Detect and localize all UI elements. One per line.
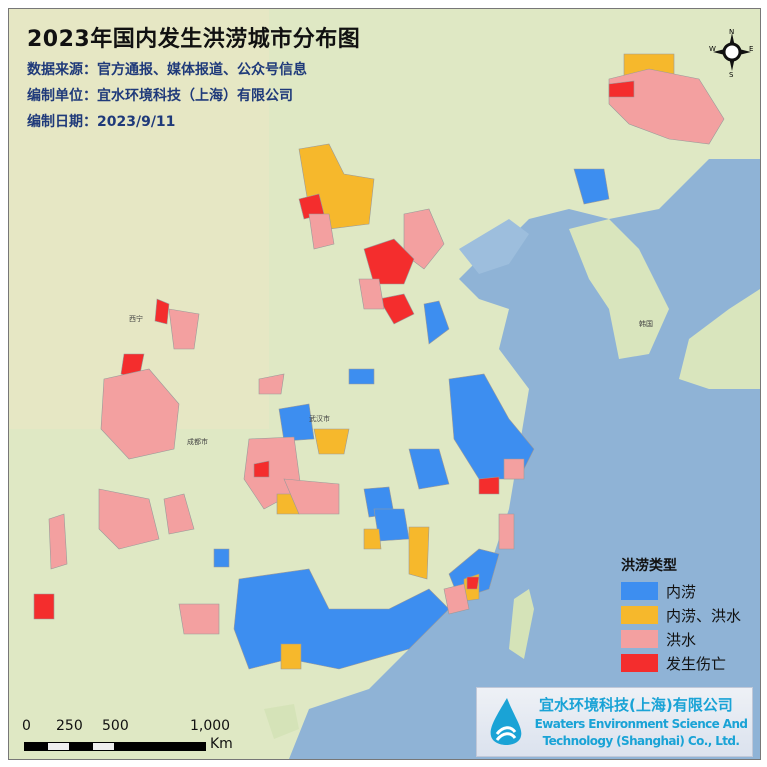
legend-label: 洪水 xyxy=(666,630,697,649)
flood-city-region[interactable] xyxy=(163,493,195,535)
legend-title: 洪涝类型 xyxy=(621,558,677,574)
title-block: 2023年国内发生洪涝城市分布图 数据来源：官方通报、媒体报道、公众号信息 编制… xyxy=(27,21,360,131)
legend-swatch xyxy=(621,630,658,648)
flood-city-region[interactable] xyxy=(403,208,445,270)
compile-date: 编制日期：2023/9/11 xyxy=(27,114,176,130)
scale-tick: 1,000 xyxy=(190,718,231,734)
legend: 洪涝类型 内涝 内涝、洪水 洪水 发生伤亡 xyxy=(621,555,741,675)
compass-s: S xyxy=(729,71,734,77)
flood-city-region[interactable] xyxy=(33,593,55,620)
flood-city-region[interactable] xyxy=(408,526,430,580)
logo-en-line2: Technology (Shanghai) Co., Ltd. xyxy=(542,734,740,748)
scale-tick: 250 xyxy=(56,718,83,734)
flood-city-region[interactable] xyxy=(358,278,385,310)
flood-city-region[interactable] xyxy=(363,238,415,285)
flood-city-region[interactable] xyxy=(478,476,500,495)
flood-city-region[interactable] xyxy=(213,548,230,568)
flood-city-region[interactable] xyxy=(378,293,415,325)
flood-city-region[interactable] xyxy=(608,80,635,98)
flood-city-region[interactable] xyxy=(178,603,220,635)
flood-city-region[interactable] xyxy=(283,478,340,515)
scale-tick: 500 xyxy=(102,718,129,734)
data-source: 数据来源：官方通报、媒体报道、公众号信息 xyxy=(27,62,307,78)
flood-city-region[interactable] xyxy=(608,68,725,145)
place-korea: 韩国 xyxy=(639,320,653,328)
compass-w: W xyxy=(709,45,716,53)
legend-label: 发生伤亡 xyxy=(666,654,727,673)
flood-city-region[interactable] xyxy=(503,458,525,480)
flood-city-region[interactable] xyxy=(423,300,450,345)
flood-city-region[interactable] xyxy=(154,298,170,325)
flood-city-region[interactable] xyxy=(313,428,350,455)
legend-item: 内涝、洪水 xyxy=(621,603,741,627)
scale-bar: 0 250 500 1,000 Km xyxy=(14,718,244,758)
map-title: 2023年国内发生洪涝城市分布图 xyxy=(27,27,361,52)
compass-n: N xyxy=(729,28,734,36)
flood-city-region[interactable] xyxy=(408,448,450,490)
flood-city-region[interactable] xyxy=(308,213,335,250)
flood-city-region[interactable] xyxy=(280,643,302,670)
flood-city-region[interactable] xyxy=(100,368,180,460)
flood-city-region[interactable] xyxy=(466,576,480,590)
legend-label: 内涝 xyxy=(666,582,697,601)
legend-item: 洪水 xyxy=(621,627,741,651)
scale-unit: Km xyxy=(210,736,233,752)
water-drop-icon xyxy=(490,698,522,745)
logo-cn: 宜水环境科技(上海)有限公司 xyxy=(539,696,733,714)
flood-city-region[interactable] xyxy=(278,403,315,442)
compiler: 编制单位：宜水环境科技（上海）有限公司 xyxy=(27,88,293,104)
scale-tick: 0 xyxy=(22,718,31,734)
flood-city-region[interactable] xyxy=(253,460,270,478)
company-logo: 宜水环境科技(上海)有限公司 Ewaters Environment Scien… xyxy=(476,687,753,757)
korea-peninsula xyxy=(569,219,669,359)
taiwan xyxy=(509,589,534,659)
hainan xyxy=(264,704,299,739)
legend-label: 内涝、洪水 xyxy=(666,606,742,625)
legend-swatch xyxy=(621,606,658,624)
flood-city-region[interactable] xyxy=(573,168,610,205)
flood-city-region[interactable] xyxy=(168,308,200,350)
logo-en: Ewaters Environment Science And Technolog… xyxy=(531,716,751,750)
japan xyxy=(679,289,760,389)
logo-en-line1: Ewaters Environment Science And xyxy=(534,717,748,731)
legend-swatch xyxy=(621,582,658,600)
flood-city-region[interactable] xyxy=(363,528,382,550)
map-canvas[interactable] xyxy=(9,9,760,759)
flood-city-region[interactable] xyxy=(48,513,68,570)
flood-city-region[interactable] xyxy=(98,488,160,550)
legend-item: 发生伤亡 xyxy=(621,651,741,675)
flood-city-region[interactable] xyxy=(448,373,535,480)
flood-city-region[interactable] xyxy=(443,583,470,615)
bohai-sea xyxy=(459,219,529,274)
compass-e: E xyxy=(749,45,753,53)
place-xining: 西宁 xyxy=(129,315,143,323)
place-wuhan: 武汉市 xyxy=(309,415,330,423)
legend-item: 内涝 xyxy=(621,579,741,603)
flood-city-region[interactable] xyxy=(498,513,515,550)
legend-swatch xyxy=(621,654,658,672)
flood-city-region[interactable] xyxy=(348,368,375,385)
map-frame: 武汉市 成都市 西宁 韩国 2023年国内发生洪涝城市分布图 数据来源：官方通报… xyxy=(8,8,761,760)
compass-icon: N S W E xyxy=(709,28,753,77)
flood-city-region[interactable] xyxy=(258,373,285,395)
place-chengdu: 成都市 xyxy=(187,438,208,446)
